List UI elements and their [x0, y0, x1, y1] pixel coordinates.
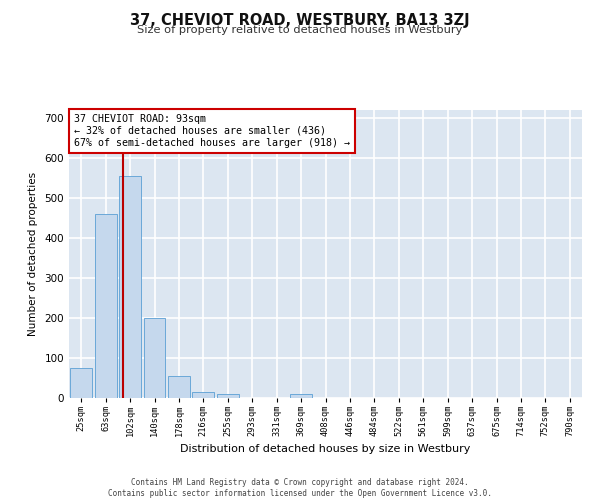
Bar — [168, 376, 190, 398]
Bar — [119, 176, 141, 398]
Text: 37, CHEVIOT ROAD, WESTBURY, BA13 3ZJ: 37, CHEVIOT ROAD, WESTBURY, BA13 3ZJ — [130, 12, 470, 28]
Bar — [95, 214, 116, 398]
Text: Contains HM Land Registry data © Crown copyright and database right 2024.
Contai: Contains HM Land Registry data © Crown c… — [108, 478, 492, 498]
Text: 37 CHEVIOT ROAD: 93sqm
← 32% of detached houses are smaller (436)
67% of semi-de: 37 CHEVIOT ROAD: 93sqm ← 32% of detached… — [74, 114, 350, 148]
Bar — [70, 368, 92, 398]
Text: Size of property relative to detached houses in Westbury: Size of property relative to detached ho… — [137, 25, 463, 35]
Bar — [193, 392, 214, 398]
Bar — [217, 394, 239, 398]
Bar — [290, 394, 312, 398]
Bar — [143, 318, 166, 398]
Y-axis label: Number of detached properties: Number of detached properties — [28, 172, 38, 336]
X-axis label: Distribution of detached houses by size in Westbury: Distribution of detached houses by size … — [181, 444, 470, 454]
